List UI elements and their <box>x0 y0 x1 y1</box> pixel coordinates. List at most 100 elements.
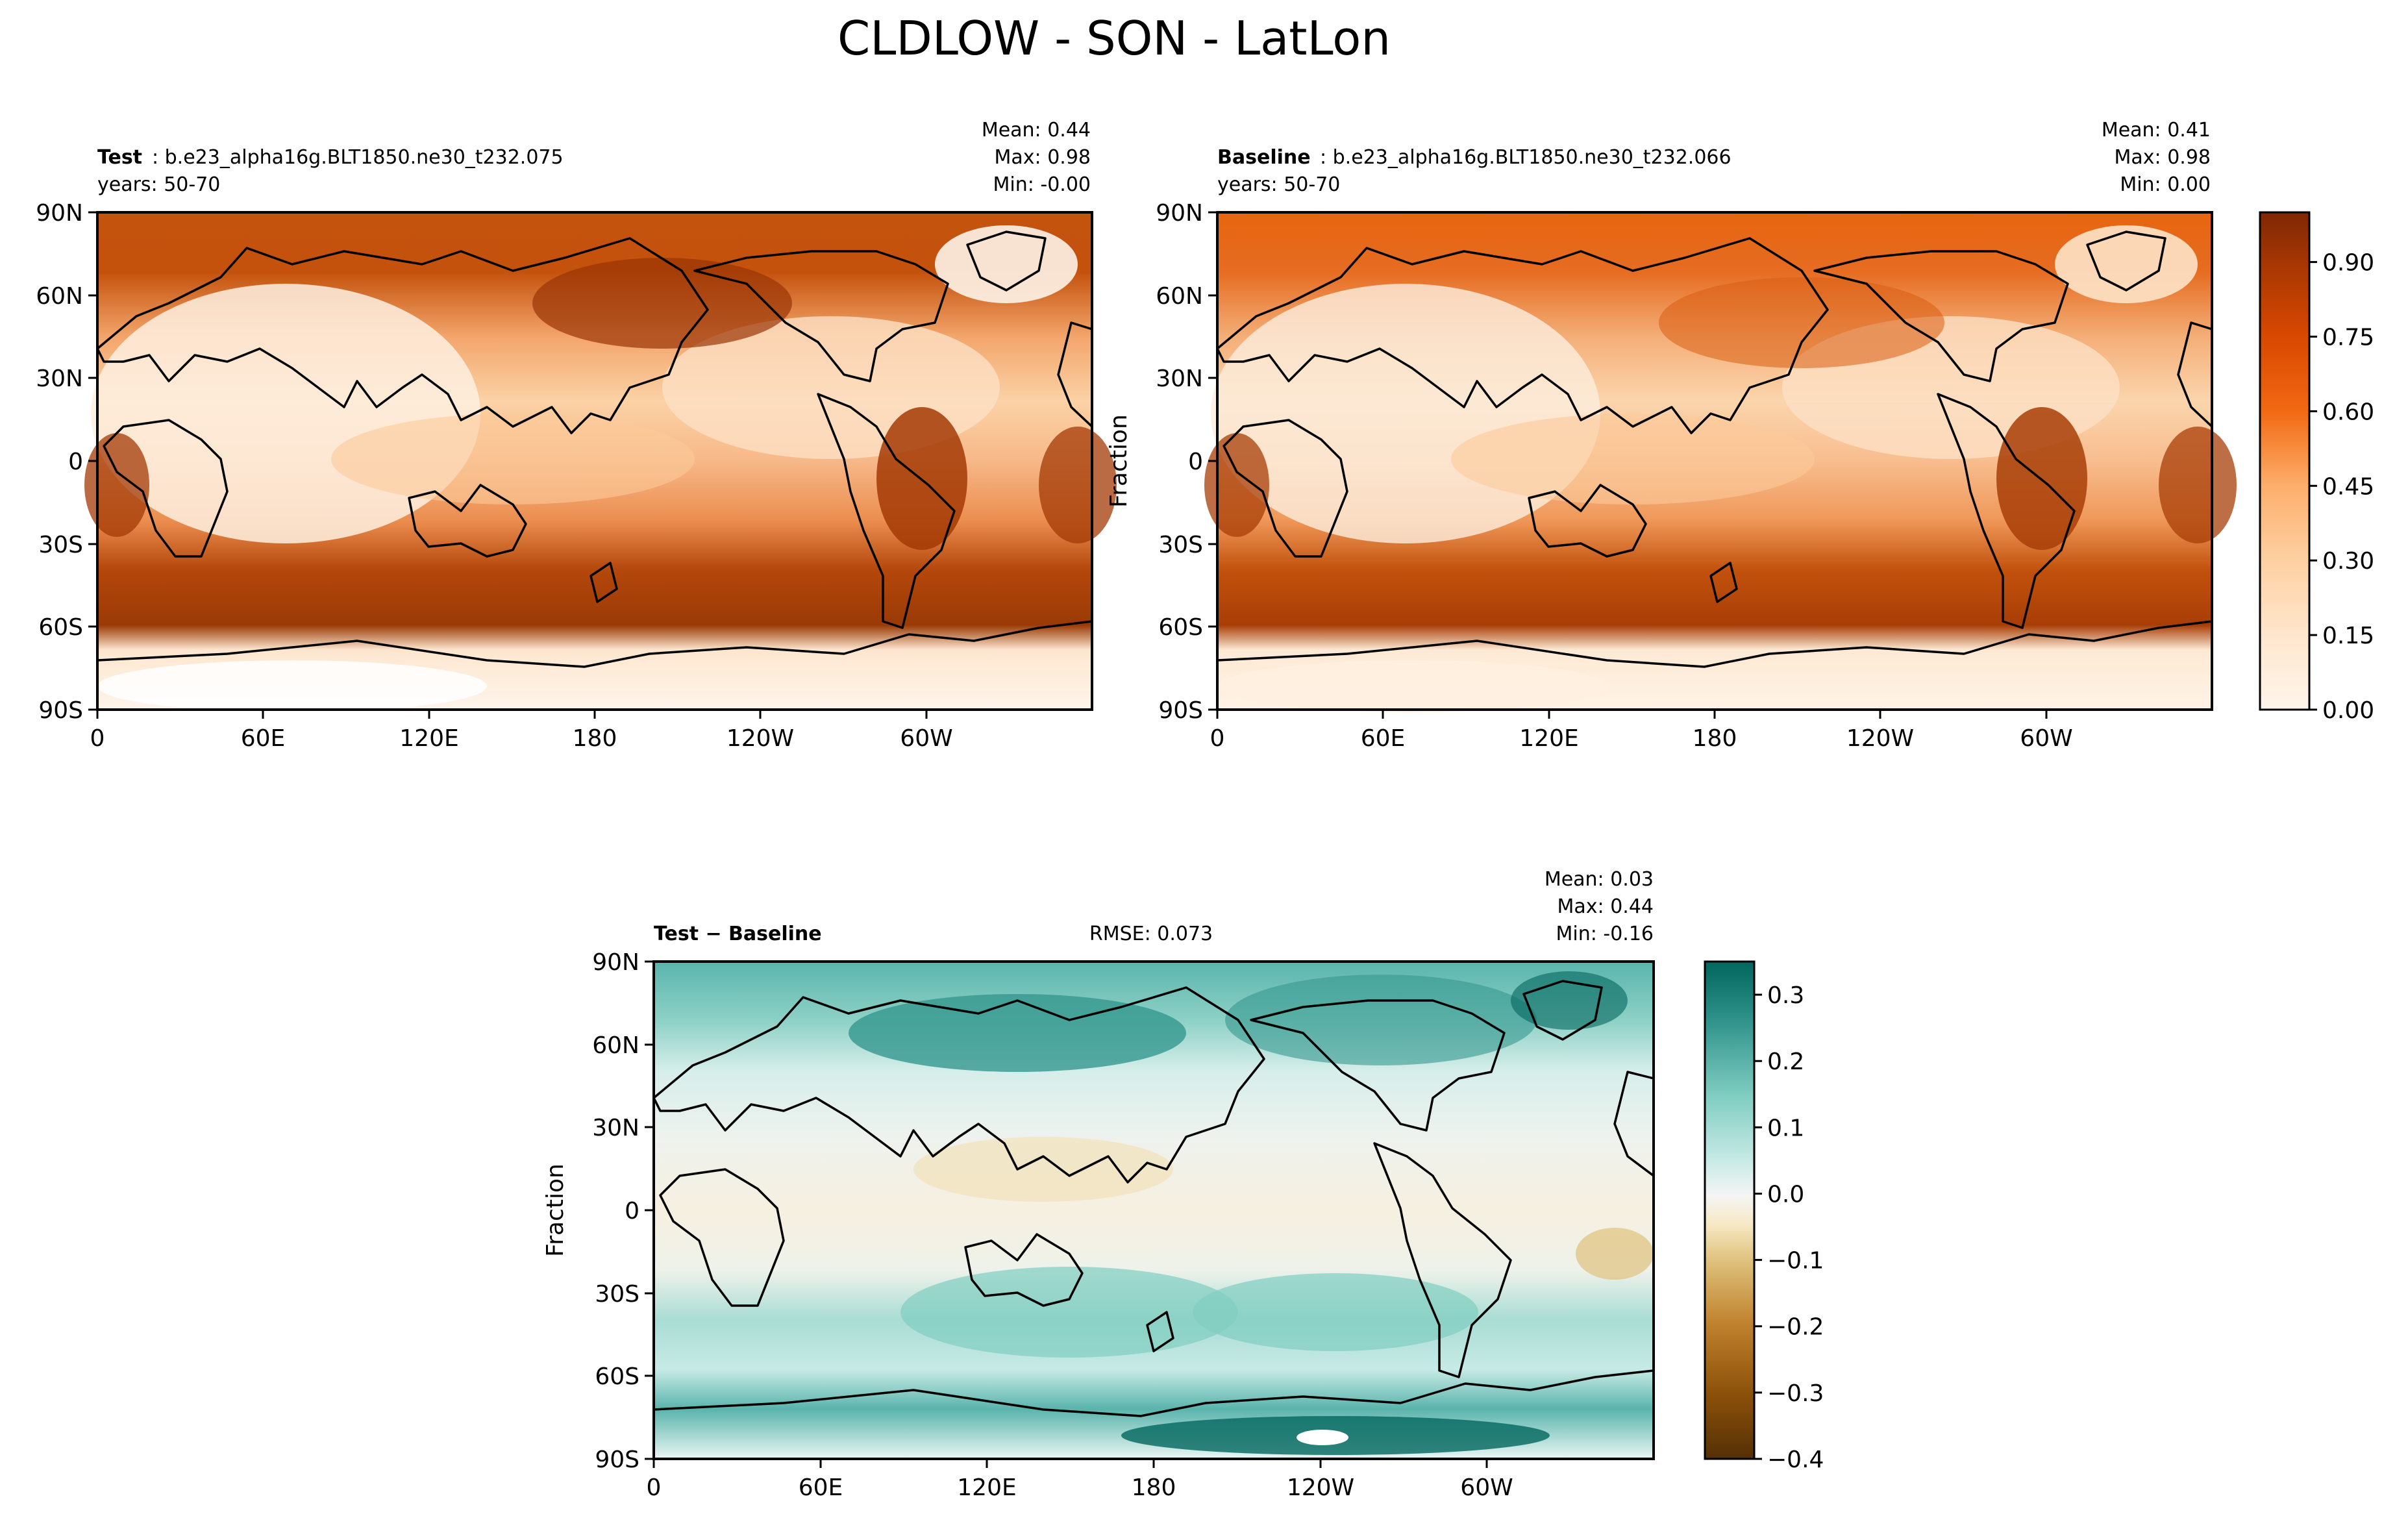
map-field-patch <box>1576 1228 1654 1280</box>
colorbar-ticks: 0.00 0.15 0.30 0.45 0.60 0.75 0.90 <box>2309 250 2374 724</box>
map-field-patch <box>2159 427 2237 543</box>
colorbar-tick-label: 0.3 <box>1767 982 1804 1009</box>
y-tick-label: 0 <box>68 449 83 475</box>
y-tick-label: 0 <box>1188 449 1203 475</box>
y-axis-label: Fraction <box>1106 414 1132 508</box>
x-axis: 0 60E 120E 180 120W 60W <box>647 1459 1513 1501</box>
map-field-patch <box>331 414 695 504</box>
panel-label-bold: Test <box>97 146 142 169</box>
map-field-patch <box>1511 971 1628 1030</box>
colorbar-tick-label: −0.1 <box>1767 1248 1824 1274</box>
y-tick-label: 30N <box>36 366 83 392</box>
x-tick-label: 120W <box>726 725 794 752</box>
map-field-patch <box>1225 975 1537 1065</box>
x-tick-label: 120W <box>1846 725 1914 752</box>
y-tick-label: 0 <box>625 1198 639 1224</box>
colorbar-tick-label: 0.45 <box>2322 473 2374 500</box>
x-tick-label: 180 <box>1132 1474 1176 1501</box>
x-axis: 0 60E 120E 180 120W 60W <box>90 710 953 752</box>
coastlines <box>1216 230 2213 668</box>
colorbar-tick-label: 0.00 <box>2322 697 2374 724</box>
y-tick-label: 30S <box>1158 532 1203 558</box>
panel-diff: Test − Baseline RMSE: 0.073 Mean: 0.03 M… <box>542 868 1655 1501</box>
y-tick-label: 90N <box>1156 200 1203 227</box>
y-tick-label: 30N <box>1156 366 1203 392</box>
colorbar-tick-label: 0.0 <box>1767 1181 1804 1208</box>
x-tick-label: 60E <box>1361 725 1406 752</box>
stat-min: Min: 0.00 <box>2120 173 2211 196</box>
x-tick-label: 120E <box>957 1474 1016 1501</box>
panel-label-case: : b.e23_alpha16g.BLT1850.ne30_t232.066 <box>1320 146 1732 169</box>
panel-test: Test : b.e23_alpha16g.BLT1850.ne30_t232.… <box>36 119 1117 752</box>
map-field-patch <box>84 433 149 537</box>
stat-max: Max: 0.98 <box>995 146 1091 169</box>
x-tick-label: 60W <box>2020 725 2072 752</box>
map-field-patch <box>1193 1273 1478 1351</box>
y-tick-label: 30S <box>595 1281 639 1308</box>
colorbar-tick-label: −0.2 <box>1767 1314 1824 1341</box>
x-tick-label: 180 <box>1693 725 1737 752</box>
y-tick-label: 90N <box>36 200 83 227</box>
map-field-patch <box>1659 277 1944 368</box>
y-tick-label: 30S <box>38 532 83 558</box>
stat-min: Min: -0.16 <box>1556 923 1654 945</box>
y-tick-label: 90N <box>592 949 639 976</box>
colorbar-tick-label: −0.4 <box>1767 1447 1824 1473</box>
x-tick-label: 60W <box>1460 1474 1513 1501</box>
colorbar-tick-label: 0.1 <box>1767 1115 1804 1141</box>
stat-min: Min: -0.00 <box>993 173 1091 196</box>
y-tick-label: 90S <box>1158 697 1203 724</box>
y-tick-label: 60N <box>36 283 83 310</box>
map-field-patch <box>91 284 480 543</box>
y-tick-label: 90S <box>38 697 83 724</box>
y-tick-label: 90S <box>595 1447 639 1473</box>
y-axis: 90N 60N 30N 0 30S 60S 90S <box>1156 200 1217 724</box>
colorbar-ticks: 0.3 0.2 0.1 0.0 −0.1 −0.2 −0.3 −0.4 <box>1754 982 1824 1473</box>
y-tick-label: 30N <box>592 1115 639 1141</box>
colorbar-gradient <box>1704 960 1756 1460</box>
map-field-patch <box>913 1137 1173 1202</box>
y-tick-label: 60N <box>1156 283 1203 310</box>
panel-label-bold: Test − Baseline <box>654 923 822 945</box>
colorbar-gradient <box>2259 211 2311 711</box>
map-field-patch <box>1297 1430 1348 1445</box>
y-axis: 90N 60N 30N 0 30S 60S 90S <box>592 949 654 1473</box>
colorbar-tick-label: 0.60 <box>2322 399 2374 425</box>
panel-baseline: Baseline : b.e23_alpha16g.BLT1850.ne30_t… <box>1106 119 2237 752</box>
x-tick-label: 60E <box>241 725 286 752</box>
map-field-patch <box>1211 284 1600 543</box>
panel-years: years: 50-70 <box>97 173 220 196</box>
x-tick-label: 60W <box>900 725 952 752</box>
y-tick-label: 60S <box>595 1363 639 1390</box>
stat-mean: Mean: 0.03 <box>1545 868 1654 891</box>
x-tick-label: 120E <box>1519 725 1578 752</box>
coastlines <box>96 230 1093 668</box>
x-tick-label: 0 <box>1210 725 1225 752</box>
stat-max: Max: 0.98 <box>2115 146 2211 169</box>
colorbar-tick-label: 0.75 <box>2322 325 2374 351</box>
colorbar-tick-label: −0.3 <box>1767 1380 1824 1407</box>
y-tick-label: 60S <box>38 614 83 641</box>
figure-title: CLDLOW - SON - LatLon <box>838 11 1391 66</box>
map-field-patch <box>849 994 1186 1072</box>
map-field-patch <box>900 1267 1238 1358</box>
stat-mean: Mean: 0.41 <box>2102 119 2211 142</box>
colorbar-diff: 0.3 0.2 0.1 0.0 −0.1 −0.2 −0.3 −0.4 <box>1704 960 1824 1473</box>
colorbar-tick-label: 0.30 <box>2322 548 2374 575</box>
colorbar-tick-label: 0.90 <box>2322 250 2374 277</box>
colorbar-tick-label: 0.2 <box>1767 1049 1804 1075</box>
panel-label-bold: Baseline <box>1217 146 1311 169</box>
panel-rmse: RMSE: 0.073 <box>1089 923 1213 945</box>
map-field-patch <box>1039 427 1117 543</box>
y-axis-label: Fraction <box>542 1163 569 1257</box>
x-axis: 0 60E 120E 180 120W 60W <box>1210 710 2073 752</box>
x-tick-label: 120W <box>1287 1474 1354 1501</box>
x-tick-label: 60E <box>799 1474 843 1501</box>
panel-label-case: : b.e23_alpha16g.BLT1850.ne30_t232.075 <box>152 146 564 169</box>
x-tick-label: 180 <box>573 725 617 752</box>
map-field-patch <box>532 258 792 349</box>
map-field-patch <box>2055 225 2198 303</box>
panel-years: years: 50-70 <box>1217 173 1340 196</box>
y-axis: 90N 60N 30N 0 30S 60S 90S <box>36 200 97 724</box>
